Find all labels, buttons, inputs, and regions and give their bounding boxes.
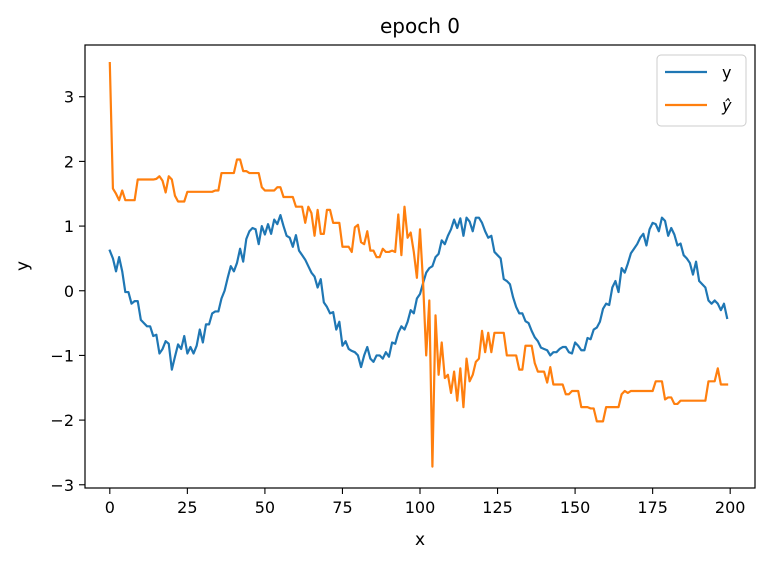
- y-tick-label: −1: [50, 346, 74, 365]
- y-tick-label: 2: [64, 152, 74, 171]
- x-tick-label: 150: [560, 498, 591, 517]
- y-tick-label: 0: [64, 282, 74, 301]
- y-axis-ticks: −3 −2 −1 0 1 2 3: [50, 88, 85, 495]
- x-tick-label: 25: [177, 498, 197, 517]
- y-axis-label: y: [13, 261, 33, 271]
- x-tick-label: 200: [715, 498, 746, 517]
- legend: yŷ: [656, 54, 747, 127]
- legend-label-y: y: [722, 63, 731, 82]
- series-line-y-hat: [108, 61, 729, 468]
- x-tick-label: 0: [105, 498, 115, 517]
- x-tick-label: 50: [255, 498, 275, 517]
- y-tick-label: 3: [64, 88, 74, 107]
- x-tick-label: 175: [637, 498, 668, 517]
- x-tick-label: 75: [332, 498, 352, 517]
- x-axis-label: x: [415, 530, 425, 550]
- x-tick-label: 125: [482, 498, 513, 517]
- legend-label-y-hat: ŷ: [721, 96, 732, 115]
- series-line-y: [108, 213, 729, 371]
- x-tick-label: 100: [405, 498, 436, 517]
- y-tick-label: −3: [50, 476, 74, 495]
- legend-box: [656, 54, 747, 127]
- chart-title: epoch 0: [380, 14, 460, 38]
- y-tick-label: 1: [64, 217, 74, 236]
- y-tick-label: −2: [50, 411, 74, 430]
- series-layer: [108, 61, 729, 468]
- x-axis-ticks: 0 25 50 75 100 125 150 175 200: [105, 488, 746, 517]
